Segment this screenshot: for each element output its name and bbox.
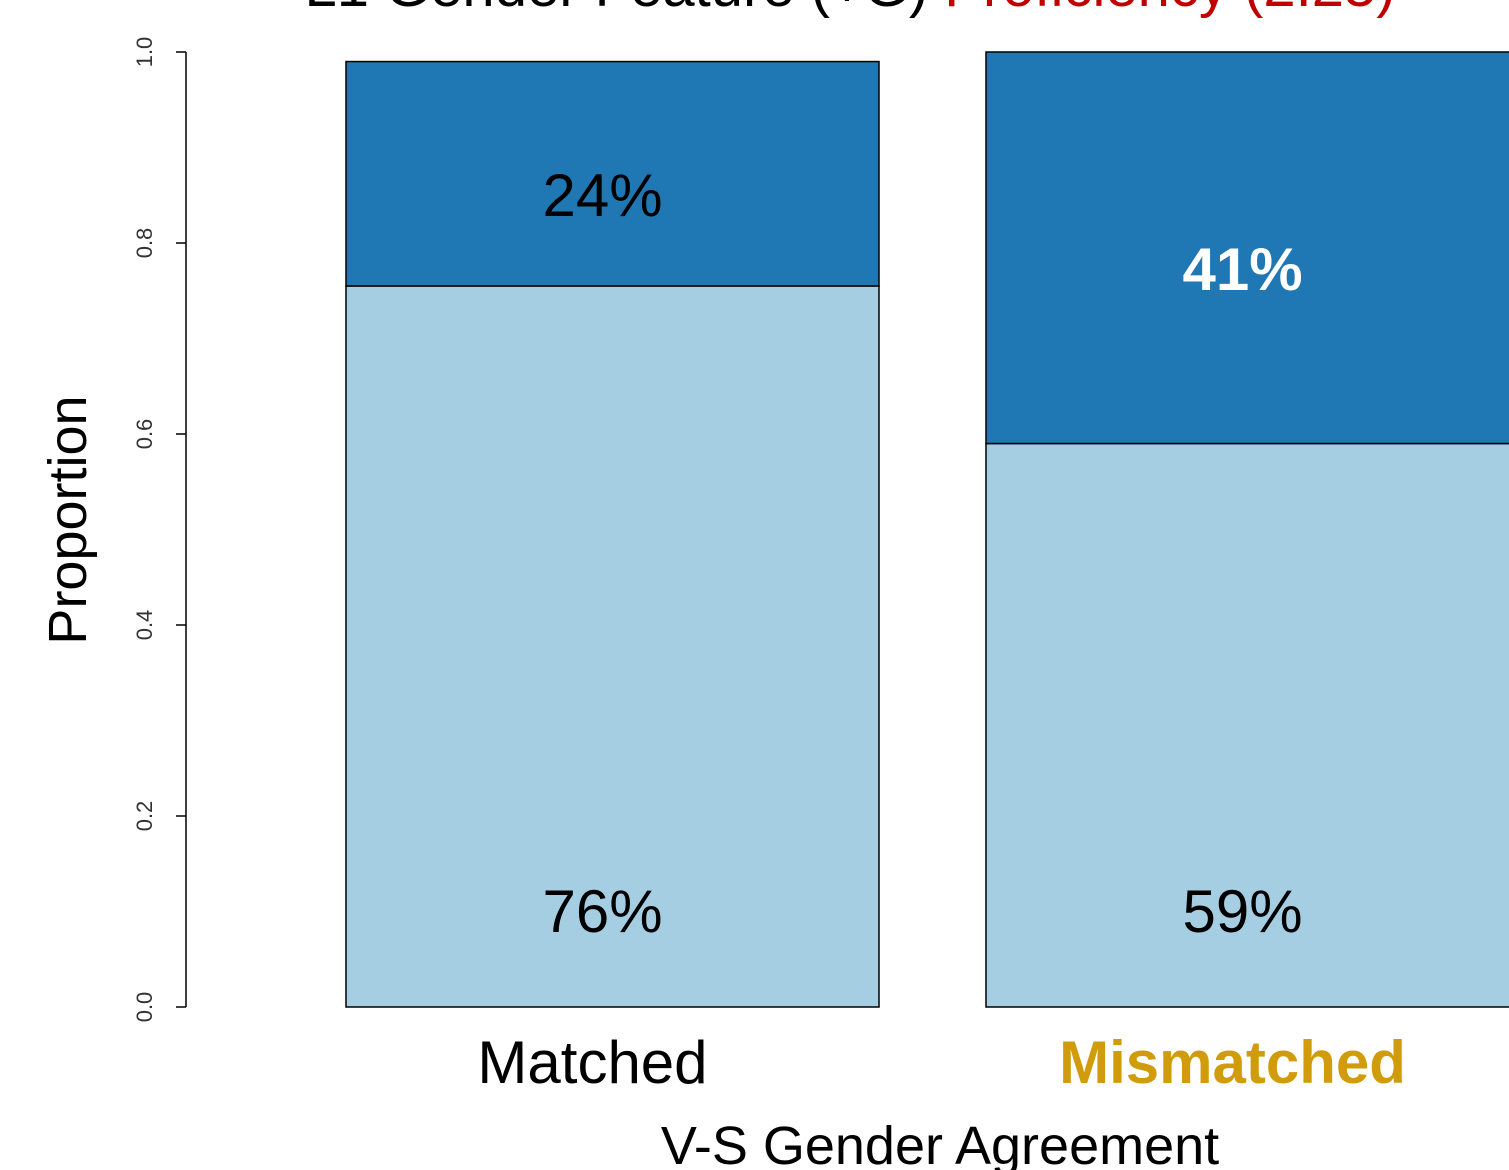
chart-title: L1 Gender Feature (+G) Proficiency (2.25): [304, 0, 1395, 19]
x-tick-label: Matched: [477, 1029, 707, 1096]
x-axis-label: V-S Gender Agreement: [661, 1116, 1219, 1170]
title-part: L1 Gender Feature (+G): [304, 0, 928, 19]
bar-segment: [985, 51, 1509, 445]
data-label: 41%: [1182, 236, 1302, 303]
bar-segment: [985, 442, 1509, 1008]
y-tick-label: 0.4: [132, 610, 157, 641]
y-tick-label: 0.2: [132, 801, 157, 832]
data-label: 24%: [542, 162, 662, 229]
y-tick-label: 0.6: [132, 419, 157, 450]
title-part: Proficiency (2.25): [944, 0, 1395, 19]
y-tick-label: 1.0: [132, 37, 157, 68]
data-label: 76%: [542, 878, 662, 945]
bar-segment: [345, 285, 880, 1008]
x-tick-label: Mismatched: [1059, 1029, 1406, 1096]
data-label: 59%: [1182, 878, 1302, 945]
y-tick-label: 0.8: [132, 228, 157, 259]
y-axis-label: Proportion: [38, 395, 98, 644]
y-tick-label: 0.0: [132, 992, 157, 1023]
bar-segment: [345, 60, 880, 287]
